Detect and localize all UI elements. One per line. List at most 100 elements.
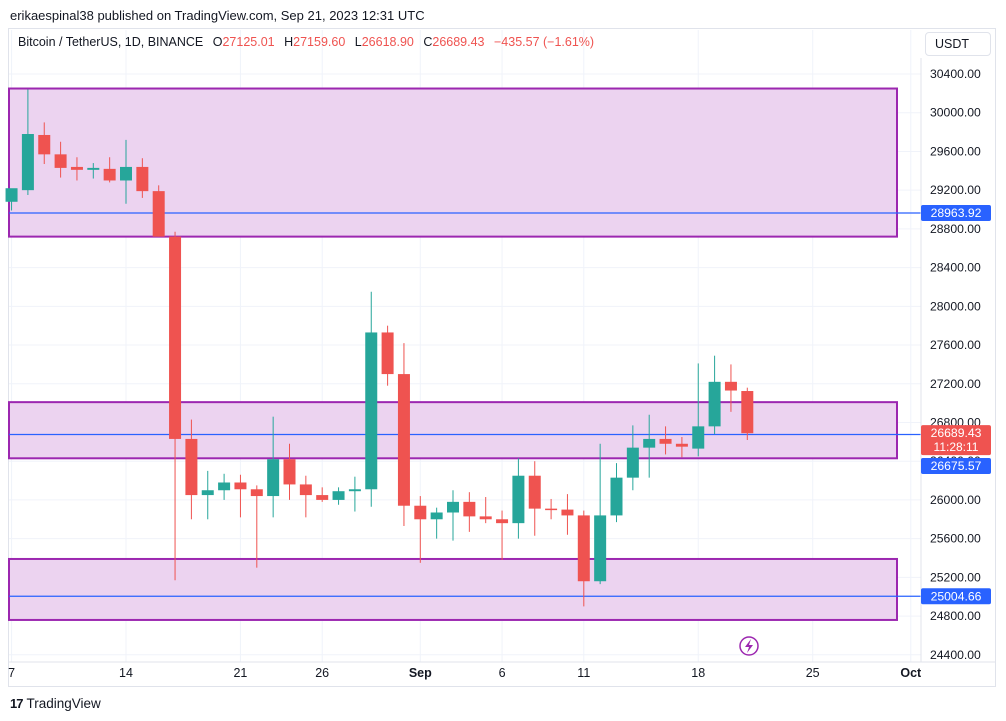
lightning-icon[interactable] <box>739 636 759 656</box>
published-by-text: erikaespinal38 published on TradingView.… <box>10 8 425 23</box>
candle <box>496 510 509 560</box>
candle-body <box>87 167 100 170</box>
candle-body <box>528 475 541 509</box>
price-tick-label: 28400.00 <box>930 261 981 275</box>
candle-body <box>414 505 427 520</box>
close-value: 26689.43 <box>432 35 485 49</box>
currency-button[interactable]: USDT <box>925 32 991 56</box>
candle-body <box>185 438 198 496</box>
price-tick-label: 25600.00 <box>930 532 981 546</box>
candle <box>103 157 116 183</box>
price-tick-label: 24800.00 <box>930 609 981 623</box>
candle-body <box>120 166 132 181</box>
candle <box>479 497 492 524</box>
candle <box>348 476 361 512</box>
low-label: L <box>354 35 362 49</box>
candle <box>381 325 394 386</box>
candle <box>283 443 296 500</box>
price-tick-label: 29600.00 <box>930 144 981 158</box>
candle-body <box>218 482 231 491</box>
symbol-legend: Bitcoin / TetherUS, 1D, BINANCE O27125.0… <box>18 35 600 49</box>
candle <box>21 89 34 195</box>
candle-body <box>70 166 83 170</box>
candle <box>708 355 721 435</box>
support-resistance-zone <box>8 401 898 460</box>
footer-branding: 17 TradingView <box>10 696 101 711</box>
candle <box>201 470 214 520</box>
zones-layer <box>8 87 898 621</box>
time-tick-label: 7 <box>8 666 15 680</box>
symbol-name: Bitcoin / TetherUS, 1D, BINANCE <box>18 35 204 49</box>
time-tick-label: 25 <box>806 666 820 680</box>
countdown-text: 11:28:11 <box>934 440 979 454</box>
candle-body <box>5 188 18 202</box>
candle-body <box>397 374 410 506</box>
candle <box>38 122 51 165</box>
price-tick-label: 28800.00 <box>930 222 981 236</box>
candle <box>299 475 312 518</box>
candle-body <box>152 191 165 237</box>
price-label: 28963.92 <box>921 205 991 222</box>
low-value: 26618.90 <box>361 35 414 49</box>
change-value: −435.57 (−1.61%) <box>494 35 595 49</box>
time-tick-label: 11 <box>577 666 590 680</box>
price-label-bg <box>921 588 991 605</box>
candle <box>545 498 558 520</box>
price-label-bg <box>921 458 991 474</box>
price-tick-label: 24400.00 <box>930 648 981 662</box>
price-label-bg <box>921 205 991 222</box>
high-value: 27159.60 <box>293 35 346 49</box>
candle-body <box>103 168 116 181</box>
time-tick-label: 6 <box>499 666 506 680</box>
candle <box>136 158 149 198</box>
candle <box>120 139 132 204</box>
time-axis: 7 14 21 26 Sep 6 11 18 25 Oct <box>8 661 996 680</box>
candle-body <box>283 459 296 485</box>
candle <box>528 461 541 536</box>
candle-body <box>675 443 688 447</box>
candle <box>234 474 247 518</box>
candle-body <box>741 391 754 434</box>
candle <box>87 163 100 179</box>
price-tick-label: 30000.00 <box>930 106 981 120</box>
time-tick-label: Oct <box>900 666 922 680</box>
candle-body <box>692 426 705 449</box>
candle-body <box>267 459 280 497</box>
candle <box>659 426 672 455</box>
candle-body <box>21 134 34 191</box>
candle <box>463 492 476 532</box>
candle <box>70 157 83 181</box>
candle-body <box>447 501 459 513</box>
candle-body <box>430 512 443 520</box>
candle <box>447 490 459 541</box>
candle-body <box>234 482 247 490</box>
candle-body <box>496 519 509 524</box>
close-label: C <box>423 35 433 49</box>
chart-frame <box>8 28 996 687</box>
candle-body <box>512 475 525 524</box>
candle <box>594 443 607 585</box>
support-resistance-zone <box>8 557 898 621</box>
candle <box>626 425 639 491</box>
price-tick-label: 27200.00 <box>930 377 981 391</box>
candle <box>397 343 410 527</box>
candle-body <box>136 166 149 192</box>
candle <box>250 485 263 568</box>
candle-body <box>250 489 263 497</box>
price-label-text: 26675.57 <box>931 459 982 473</box>
price-label: 26675.57 <box>921 458 991 474</box>
candle-body <box>561 509 574 516</box>
candle-body <box>463 501 476 517</box>
price-label-text: 25004.66 <box>931 589 982 603</box>
price-label: 25004.66 <box>921 588 991 605</box>
candle-body <box>169 236 182 439</box>
price-label-text: 26689.43 <box>931 426 982 440</box>
tradingview-brand: TradingView <box>26 696 101 711</box>
candle <box>218 473 231 500</box>
price-tick-label: 27600.00 <box>930 338 981 352</box>
price-tick-label: 30400.00 <box>930 67 981 81</box>
candle-body <box>365 332 378 490</box>
open-label: O <box>212 35 223 49</box>
